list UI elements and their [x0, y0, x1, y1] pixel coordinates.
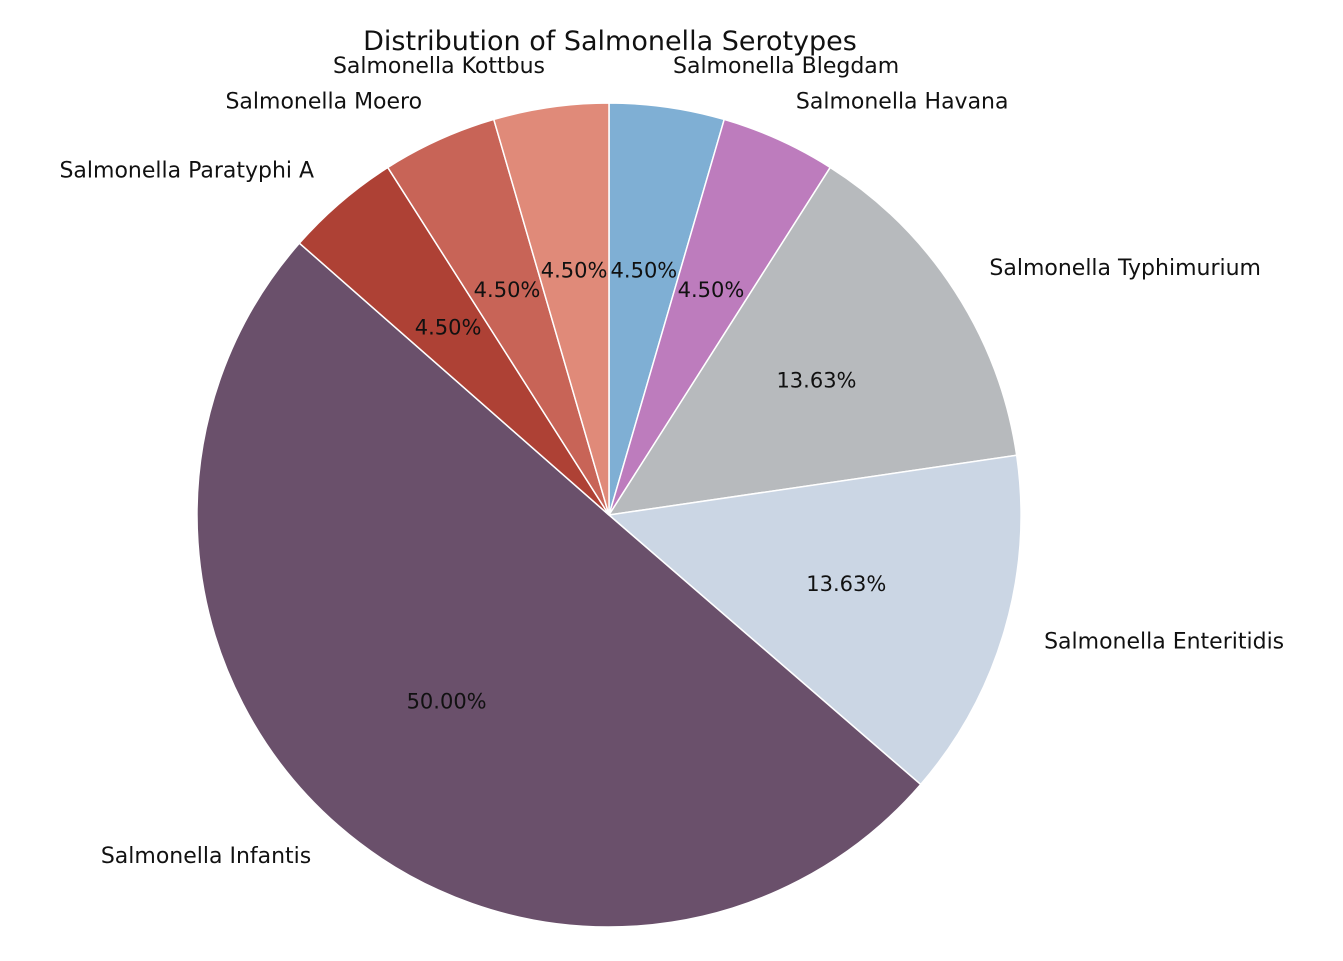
slice-label-salmonella-enteritidis: Salmonella Enteritidis — [1044, 629, 1284, 654]
slice-label-salmonella-kottbus: Salmonella Kottbus — [333, 54, 545, 79]
slice-label-salmonella-moero: Salmonella Moero — [225, 90, 422, 115]
slice-salmonella-kottbus — [492, 102, 610, 516]
pct-label-salmonella-enteritidis: 13.63% — [806, 572, 886, 596]
pct-label-salmonella-blegdam: 4.50% — [611, 258, 678, 282]
chart-title: Distribution of Salmonella Serotypes — [363, 26, 857, 57]
slice-salmonella-infantis — [196, 242, 922, 928]
slice-label-salmonella-paratyphi-a: Salmonella Paratyphi A — [59, 158, 314, 183]
slice-label-salmonella-typhimurium: Salmonella Typhimurium — [989, 256, 1261, 281]
pct-label-salmonella-typhimurium: 13.63% — [776, 369, 856, 393]
pct-label-salmonella-kottbus: 4.50% — [541, 258, 608, 282]
slices-layer — [196, 102, 1022, 928]
slice-salmonella-enteritidis — [607, 454, 1022, 786]
labels-layer: 4.50% Salmonella Blegdam 4.50% Salmonella H… — [59, 54, 1284, 869]
slice-label-salmonella-infantis: Salmonella Infantis — [101, 844, 311, 869]
slice-label-salmonella-havana: Salmonella Havana — [796, 90, 1009, 115]
slice-salmonella-typhimurium — [607, 166, 1018, 516]
pct-label-salmonella-paratyphi-a: 4.50% — [415, 315, 482, 339]
pct-label-salmonella-infantis: 50.00% — [407, 689, 487, 713]
pct-label-salmonella-havana: 4.50% — [678, 278, 745, 302]
slice-label-salmonella-blegdam: Salmonella Blegdam — [673, 54, 899, 79]
pct-label-salmonella-moero: 4.50% — [474, 278, 541, 302]
